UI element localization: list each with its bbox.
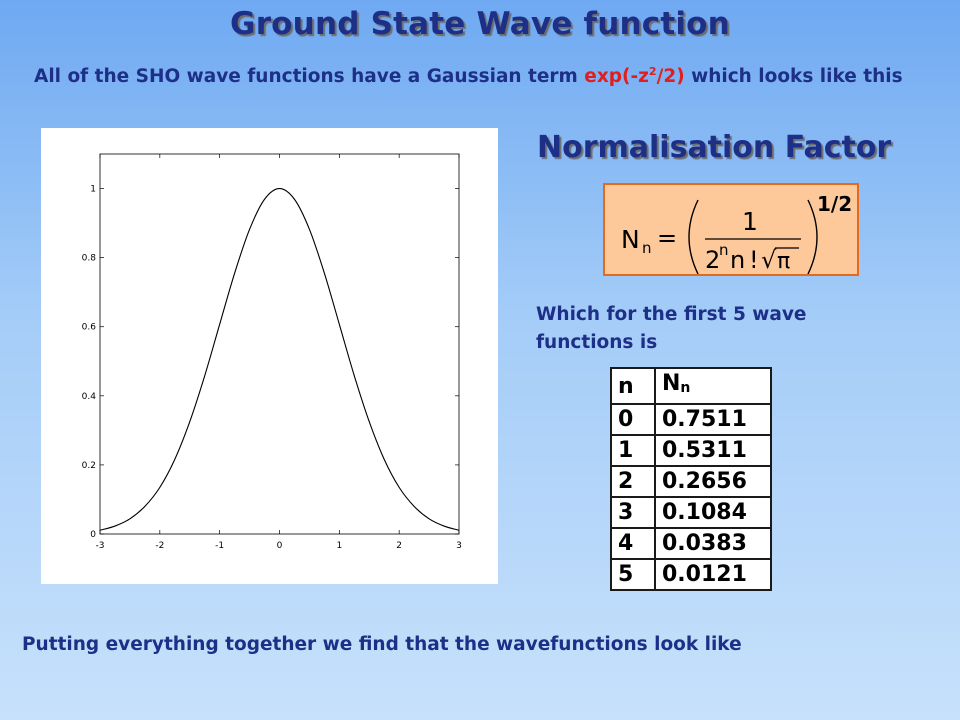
gaussian-term: exp(-z2/2) — [584, 65, 685, 88]
x-tick-label: 1 — [336, 541, 342, 551]
x-tick-label: -2 — [155, 541, 164, 551]
page-title: Ground State Wave function — [230, 6, 730, 42]
table-header-N-base: N — [662, 371, 681, 396]
normalisation-table: n Nn 0 0.7511 1 0.5311 2 0.2656 3 0.1084… — [610, 367, 772, 591]
formula-denom-exponent: n — [719, 241, 729, 259]
x-tick-label: 3 — [456, 541, 462, 551]
putting-text: Putting everything together we find that… — [22, 634, 742, 655]
table-row: 4 0.0383 — [610, 527, 772, 560]
y-tick-label: 0.2 — [82, 461, 96, 471]
y-tick-label: 1 — [90, 185, 96, 195]
intro-text: All of the SHO wave functions have a Gau… — [34, 58, 934, 91]
formula-numerator: 1 — [742, 207, 758, 236]
formula-denom-factorial: ! — [749, 246, 759, 274]
y-tick-label: 0.4 — [82, 392, 97, 402]
plot-frame — [99, 153, 460, 535]
table-row: 2 0.2656 — [610, 465, 772, 498]
intro-after: which looks like this — [684, 66, 903, 88]
formula-right-paren — [807, 199, 818, 274]
formula-denom-n: n — [730, 246, 745, 274]
normalisation-heading: Normalisation Factor — [537, 130, 892, 165]
table-cell-n: 2 — [610, 465, 656, 498]
table-cell-n: 5 — [610, 558, 656, 591]
table-cell-N: 0.0121 — [654, 558, 772, 591]
x-tick-label: 2 — [396, 541, 402, 551]
formula-exponent: 1/2 — [817, 192, 852, 216]
gaussian-term-tail: /2) — [656, 66, 685, 88]
formula-left-paren — [688, 199, 699, 274]
table-cell-n: 3 — [610, 496, 656, 529]
table-cell-n: 1 — [610, 434, 656, 467]
gaussian-plot-svg: -3 -2 -1 0 1 2 3 0 0.2 0.4 0.6 0.8 1 — [82, 153, 462, 551]
table-cell-N: 0.7511 — [654, 403, 772, 436]
table-header-N-subscript: n — [680, 380, 691, 396]
table-cell-N: 0.1084 — [654, 496, 772, 529]
table-row: 5 0.0121 — [610, 558, 772, 591]
table-row: 1 0.5311 — [610, 434, 772, 467]
table-cell-N: 0.2656 — [654, 465, 772, 498]
y-tick-label: 0 — [90, 530, 96, 540]
x-tick-label: -3 — [96, 541, 105, 551]
formula-svg: N n = 1 2 n n ! √ π 1/2 — [621, 192, 852, 274]
gaussian-curve — [99, 187, 460, 531]
y-tick-label: 0.8 — [82, 254, 97, 264]
table-header-N: Nn — [654, 367, 772, 405]
gaussian-plot: -3 -2 -1 0 1 2 3 0 0.2 0.4 0.6 0.8 1 — [41, 128, 498, 584]
formula-lhs: N — [621, 225, 640, 254]
y-tick-label: 0.6 — [82, 323, 97, 333]
x-tick-label: -1 — [215, 541, 224, 551]
formula-equals: = — [657, 224, 677, 252]
table-cell-n: 0 — [610, 403, 656, 436]
table-cell-N: 0.0383 — [654, 527, 772, 560]
table-header-row: n Nn — [610, 367, 772, 405]
table-cell-N: 0.5311 — [654, 434, 772, 467]
formula-lhs-subscript: n — [642, 239, 652, 257]
table-row: 3 0.1084 — [610, 496, 772, 529]
intro-before: All of the SHO wave functions have a Gau… — [34, 66, 585, 88]
which-text: Which for the first 5 wave functions is — [536, 304, 807, 353]
formula-sqrt-sign: √ — [761, 246, 777, 274]
formula-denom-two: 2 — [705, 246, 720, 274]
gaussian-term-exponent: 2 — [648, 65, 657, 78]
normalisation-formula: N n = 1 2 n n ! √ π 1/2 — [603, 183, 859, 276]
formula-pi: π — [777, 249, 790, 274]
table-cell-n: 4 — [610, 527, 656, 560]
table-header-n: n — [610, 367, 656, 405]
table-row: 0 0.7511 — [610, 403, 772, 436]
gaussian-term-base: exp(-z — [584, 66, 649, 88]
x-tick-label: 0 — [277, 541, 283, 551]
